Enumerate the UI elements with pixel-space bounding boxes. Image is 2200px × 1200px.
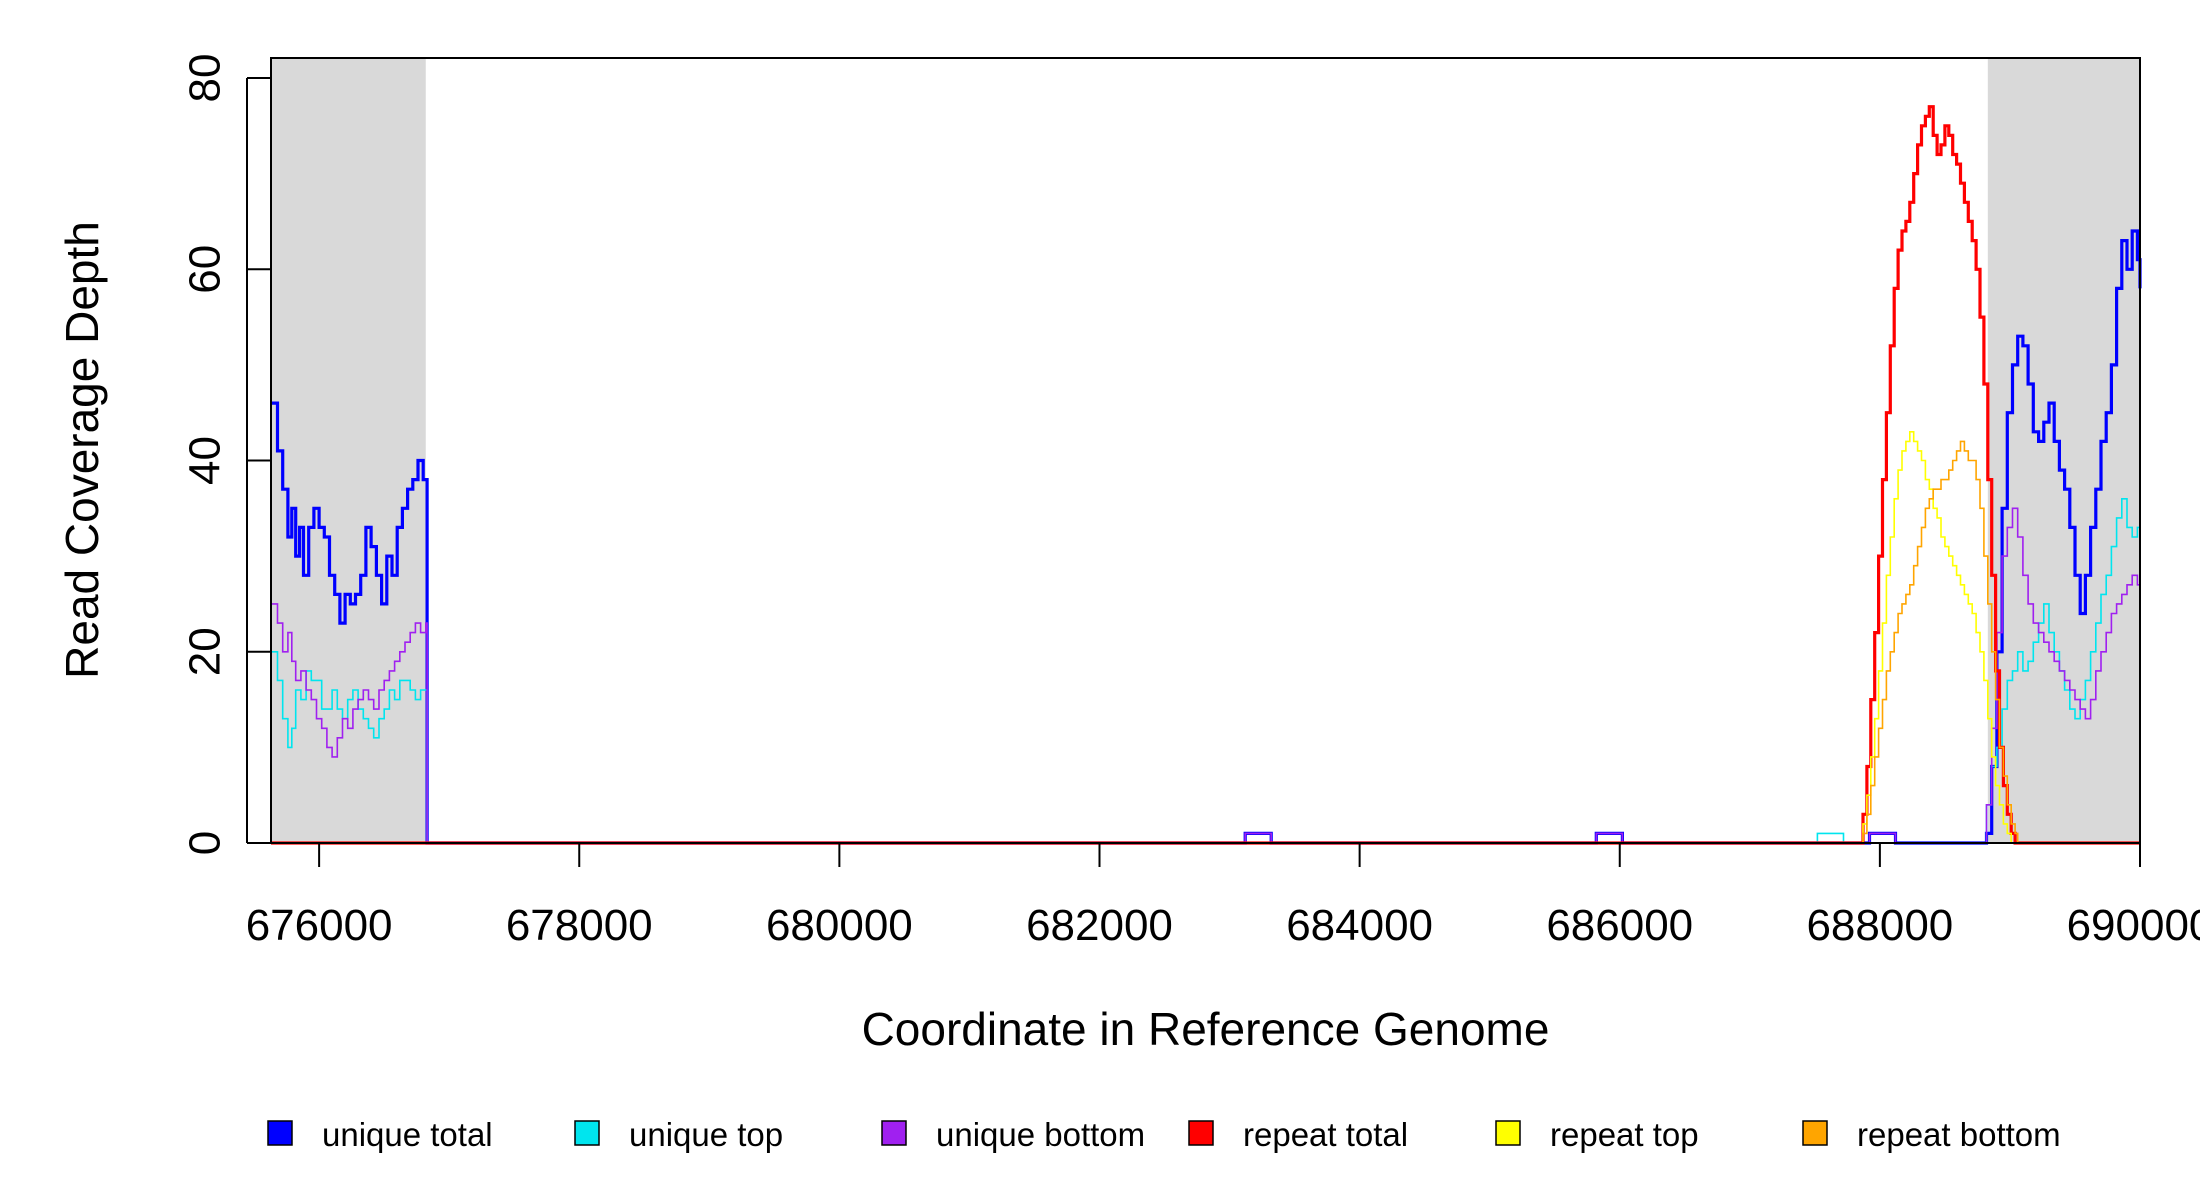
x-tick-label: 688000 (1806, 901, 1953, 950)
x-axis: 676000 678000 680000 682000 684000 686000 6880… (246, 842, 2200, 950)
shaded-region-2 (1987, 58, 2140, 843)
y-tick-label: 40 (181, 436, 230, 485)
series-lines (271, 105, 2142, 845)
x-axis-title: Coordinate in Reference Genome (862, 1003, 1550, 1055)
y-tick-label: 80 (181, 54, 230, 103)
x-tick-label: 676000 (246, 901, 393, 950)
legend: unique total unique top unique bottom repea… (267, 1116, 2061, 1153)
legend-swatch-unique-bottom (881, 1120, 907, 1146)
legend-swatch-repeat-bottom (1802, 1120, 1828, 1146)
x-tick-label: 678000 (506, 901, 653, 950)
legend-swatch-unique-total (267, 1120, 293, 1146)
series-line-repeat-bottom (271, 440, 2140, 844)
legend-label-repeat-top: repeat top (1550, 1116, 1699, 1153)
x-tick-label: 686000 (1546, 901, 1693, 950)
y-axis: 0 20 40 60 80 (181, 54, 271, 855)
y-tick-label: 60 (181, 245, 230, 294)
y-tick-label: 0 (181, 831, 230, 855)
legend-label-unique-total: unique total (322, 1116, 493, 1153)
series-line-unique-top (271, 498, 2141, 844)
legend-swatch-repeat-top (1495, 1120, 1521, 1146)
y-tick-label: 20 (181, 627, 230, 676)
series-line-repeat-total (271, 105, 2140, 845)
x-tick-label: 690000 (2067, 901, 2200, 950)
legend-swatch-unique-top (574, 1120, 600, 1146)
x-tick-label: 680000 (766, 901, 913, 950)
legend-label-repeat-bottom: repeat bottom (1857, 1116, 2061, 1153)
shaded-regions (271, 58, 2140, 843)
x-tick-label: 684000 (1286, 901, 1433, 950)
x-tick-label: 682000 (1026, 901, 1173, 950)
y-axis-title: Read Coverage Depth (56, 221, 108, 679)
legend-swatch-repeat-total (1188, 1120, 1214, 1146)
legend-label-repeat-total: repeat total (1243, 1116, 1408, 1153)
legend-label-unique-bottom: unique bottom (936, 1116, 1145, 1153)
legend-label-unique-top: unique top (629, 1116, 783, 1153)
